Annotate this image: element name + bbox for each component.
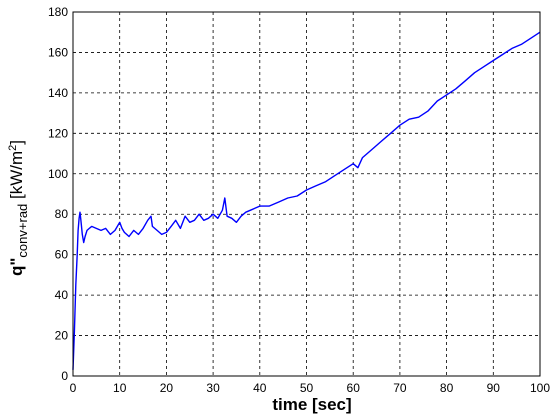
series-line bbox=[72, 31, 541, 370]
x-axis-label: time [sec] bbox=[272, 395, 351, 414]
x-tick-label: 30 bbox=[206, 381, 220, 395]
x-tick-label: 20 bbox=[160, 381, 174, 395]
y-axis-label-units-close: ] bbox=[7, 140, 26, 145]
y-axis-label-units: [kW/m bbox=[7, 151, 26, 204]
y-tick-label: 20 bbox=[55, 329, 69, 343]
x-tick-label: 40 bbox=[253, 381, 267, 395]
y-tick-label: 140 bbox=[48, 86, 68, 100]
x-tick-label: 60 bbox=[347, 381, 361, 395]
x-tick-label: 80 bbox=[440, 381, 454, 395]
plot-frame bbox=[72, 11, 541, 377]
y-tick-label: 60 bbox=[55, 248, 69, 262]
x-tick-label: 90 bbox=[487, 381, 501, 395]
x-tick-label: 50 bbox=[300, 381, 314, 395]
x-tick-label: 100 bbox=[530, 381, 550, 395]
y-tick-label: 160 bbox=[48, 45, 68, 59]
x-tick-label: 0 bbox=[70, 381, 77, 395]
y-axis-label-subscript: conv+rad bbox=[15, 204, 30, 258]
grid bbox=[73, 12, 540, 376]
x-axis: 0 10 20 30 40 50 60 70 80 90 100 bbox=[70, 381, 550, 395]
y-tick-label: 180 bbox=[48, 5, 68, 19]
y-tick-label: 120 bbox=[48, 126, 68, 140]
y-axis-label: q"conv+rad [kW/m2] bbox=[7, 140, 30, 276]
series-group bbox=[72, 31, 541, 370]
y-tick-label: 0 bbox=[61, 369, 68, 383]
y-axis-label-units-superscript: 2 bbox=[7, 145, 19, 151]
x-tick-label: 70 bbox=[393, 381, 407, 395]
y-tick-label: 80 bbox=[55, 207, 69, 221]
y-tick-label: 100 bbox=[48, 167, 68, 181]
x-tick-label: 10 bbox=[113, 381, 127, 395]
y-tick-label: 40 bbox=[55, 288, 69, 302]
y-axis-label-prefix: q" bbox=[7, 258, 26, 276]
y-axis: 0 20 40 60 80 100 120 140 160 180 bbox=[48, 5, 68, 383]
